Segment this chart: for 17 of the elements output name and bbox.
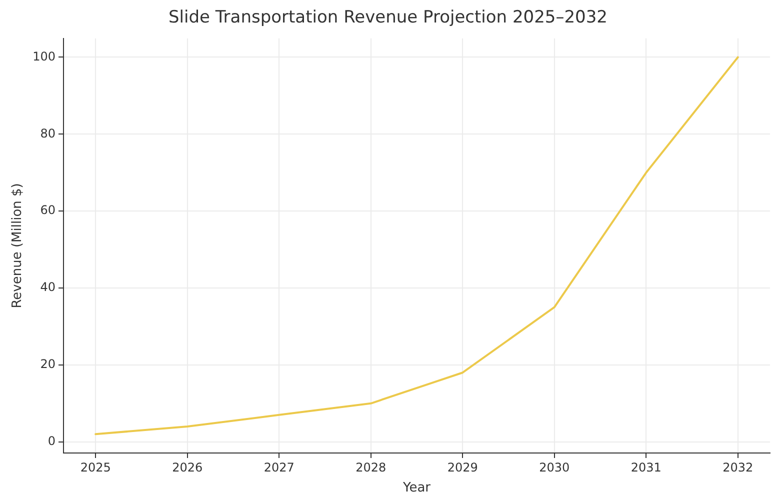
x-tick-label: 2032: [722, 460, 754, 474]
y-tick-label: 20: [40, 357, 56, 372]
chart-title: Slide Transportation Revenue Projection 2025–2032: [168, 8, 608, 28]
y-tick-label: 60: [40, 203, 56, 218]
x-tick-label: 2029: [447, 460, 478, 474]
x-tick-label: 2031: [630, 460, 662, 474]
y-axis-title: Revenue (Million $): [10, 183, 26, 308]
x-tick-label: 2025: [80, 460, 111, 474]
x-tick-label: 2028: [356, 460, 386, 474]
x-axis-title: Year: [402, 480, 432, 496]
x-tick-label: 2026: [172, 460, 203, 474]
x-tick-label: 2030: [539, 460, 570, 474]
y-tick-label: 80: [40, 126, 56, 140]
x-tick-label: 2027: [264, 460, 294, 474]
y-tick-label: 40: [40, 280, 56, 294]
y-tick-label: 0: [48, 434, 56, 448]
y-tick-label: 100: [32, 49, 56, 64]
